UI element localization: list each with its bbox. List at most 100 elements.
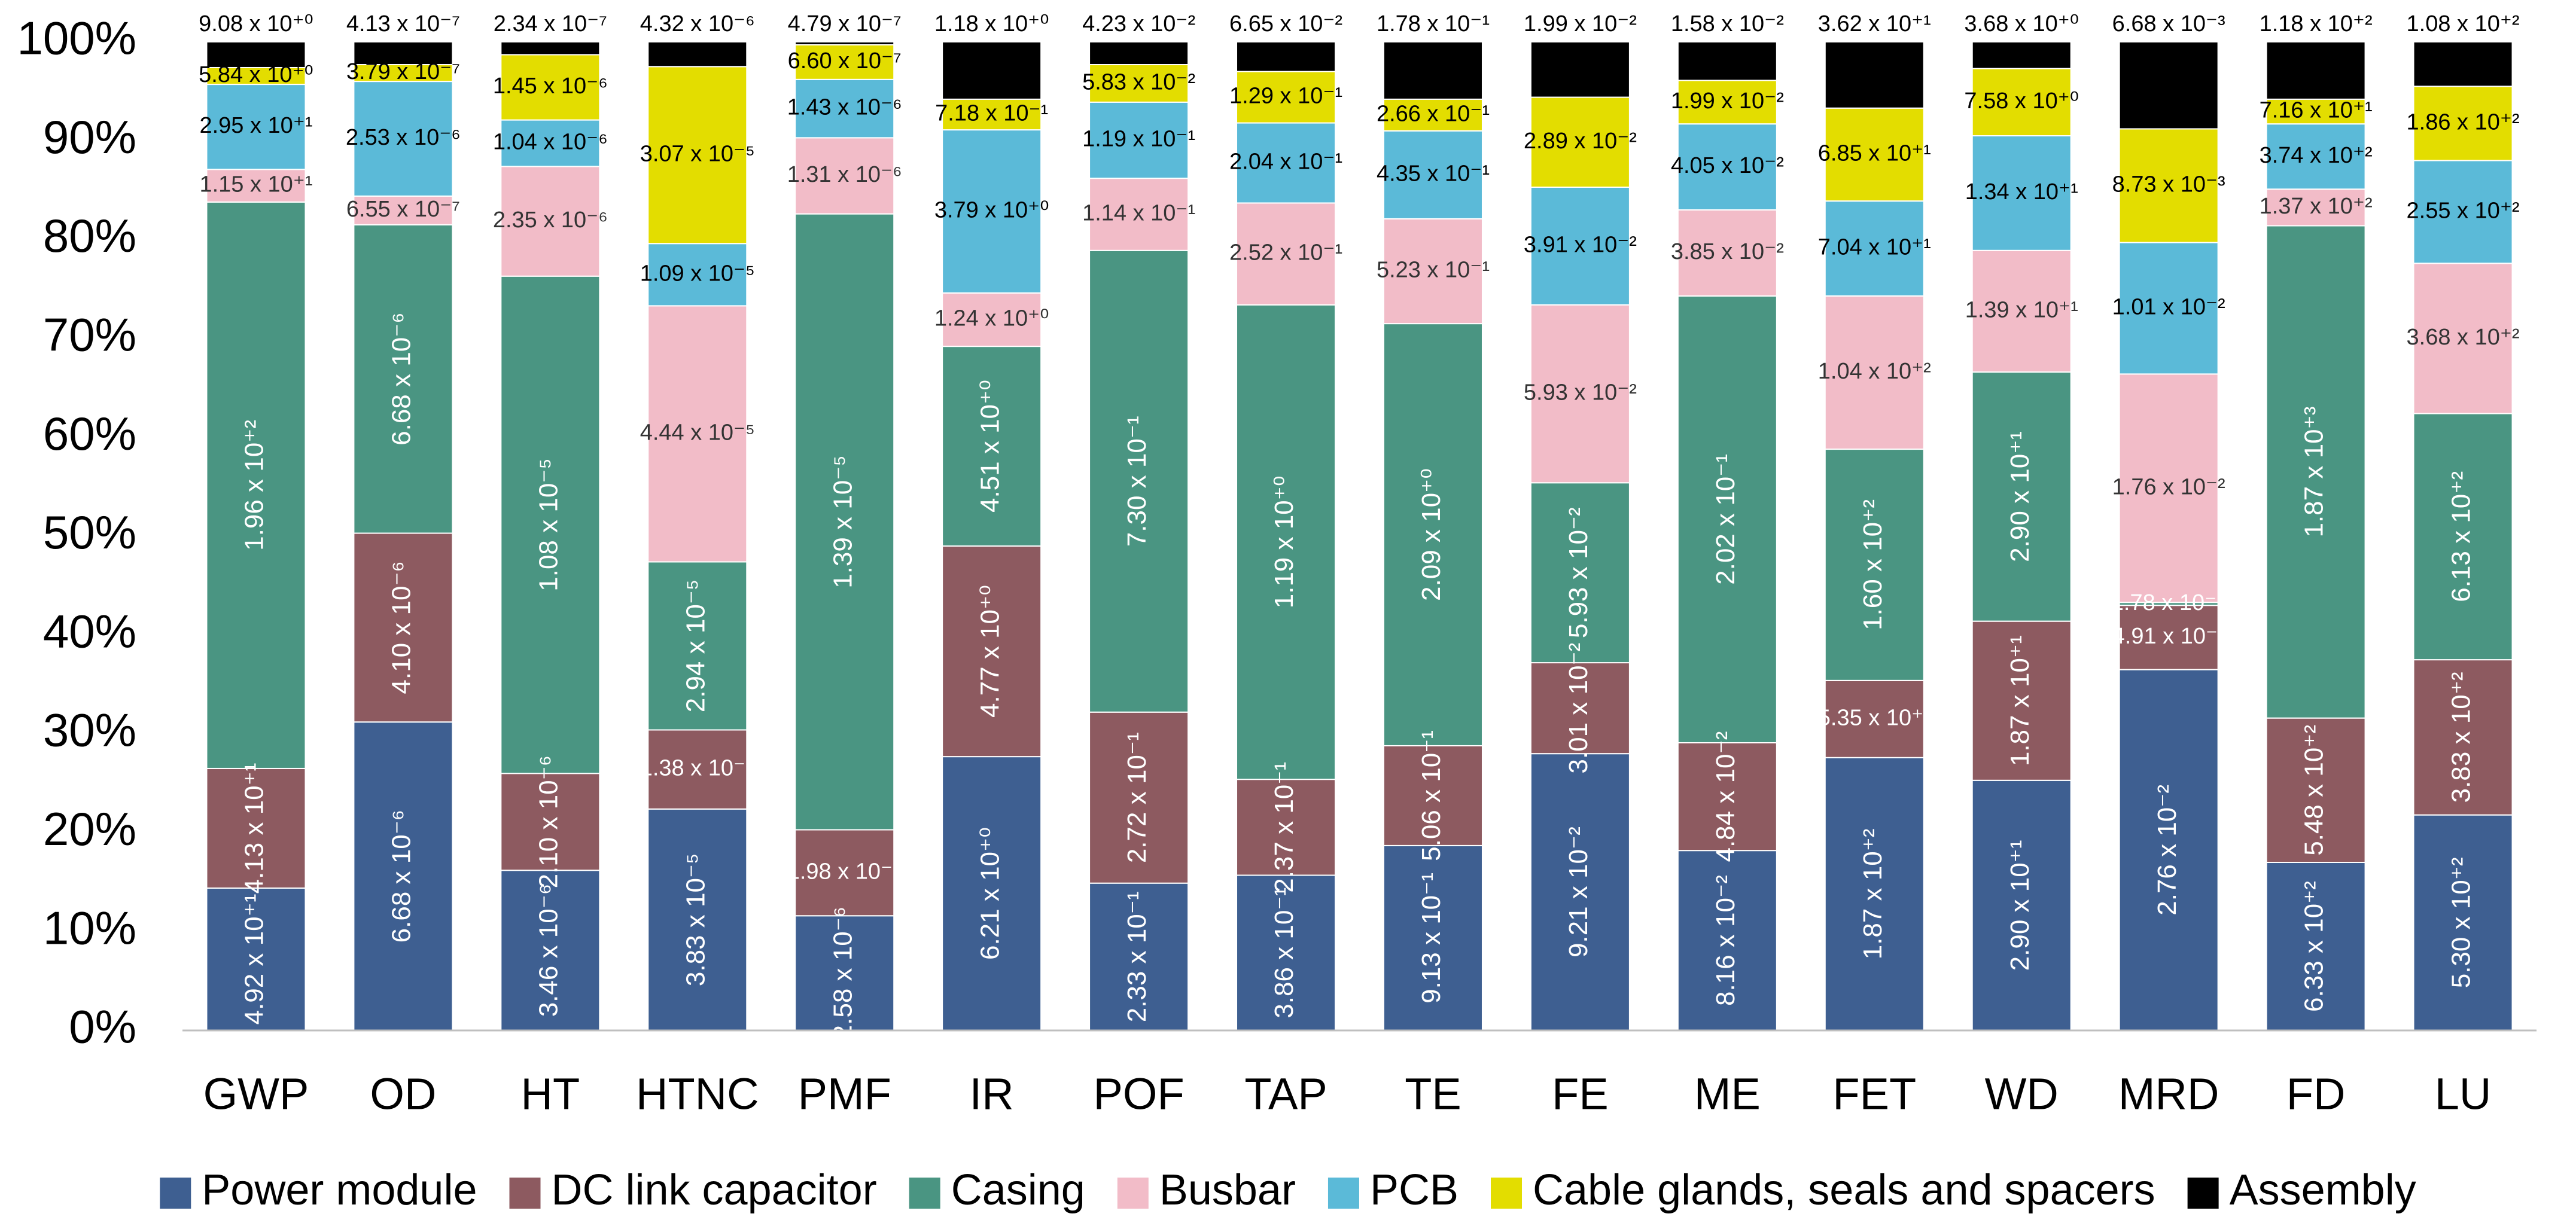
- segment-value-label: 7.18 x 10⁻¹: [935, 101, 1048, 126]
- bar-segment: [647, 808, 748, 1032]
- bar-segment: [1677, 209, 1777, 297]
- legend-swatch: [509, 1178, 541, 1209]
- segment-value-label: 2.33 x 10⁻¹: [1122, 891, 1152, 1022]
- segment-value-label: 4.91 x 10⁻³: [2112, 624, 2225, 649]
- segment-value-label: 7.58 x 10⁺⁰: [1964, 89, 2079, 114]
- bar-segment: [1089, 711, 1189, 884]
- bar-segment: [794, 41, 895, 45]
- bar-segment: [1530, 96, 1630, 188]
- segment-value-label: 3.83 x 10⁻⁵: [681, 853, 710, 987]
- segment-value-label: 6.68 x 10⁻⁶: [387, 810, 416, 943]
- segment-value-label: 4.77 x 10⁺⁰: [975, 585, 1004, 718]
- legend-label: Power module: [202, 1166, 477, 1214]
- segment-value-label: 2.04 x 10⁻¹: [1229, 150, 1342, 175]
- y-tick-label: 10%: [43, 901, 136, 954]
- legend-label: Casing: [951, 1166, 1085, 1214]
- segment-value-label: 3.62 x 10⁺¹: [1818, 11, 1931, 36]
- segment-labels-layer: 4.92 x 10⁺¹4.13 x 10⁺¹ 1.96 x 10⁺² 1.15 x …: [199, 11, 2519, 1039]
- bar-segment: [1971, 41, 2072, 69]
- segment-value-label: 5.30 x 10⁺²: [2447, 857, 2476, 988]
- bar-segment: [1824, 295, 1925, 450]
- segment-value-label: 1.19 x 10⁺⁰: [1269, 475, 1299, 608]
- segment-value-label: 5.48 x 10⁺²: [2300, 725, 2329, 856]
- x-tick-label: IR: [970, 1069, 1014, 1119]
- segment-value-label: 2.34 x 10⁻⁷: [494, 11, 607, 36]
- segment-value-label: 9.13 x 10⁻¹: [1417, 873, 1446, 1004]
- bar-segment: [500, 275, 601, 774]
- segment-value-label: 2.02 x 10⁻¹: [1711, 454, 1740, 585]
- segment-value-label: 1.18 x 10⁺⁰: [934, 11, 1049, 36]
- bars-layer: [206, 41, 2513, 1032]
- bar-segment: [1089, 249, 1189, 713]
- y-tick-label: 40%: [43, 605, 136, 657]
- segment-value-label: 1.87 x 10⁺¹: [2005, 635, 2035, 766]
- segment-value-label: 2.72 x 10⁻¹: [1122, 732, 1152, 863]
- segment-value-label: 1.99 x 10⁻²: [1524, 11, 1637, 36]
- segment-value-label: 1.08 x 10⁻⁵: [534, 458, 563, 591]
- bar-segment: [2413, 160, 2513, 264]
- segment-value-label: 1.01 x 10⁻²: [2112, 295, 2225, 320]
- bar-segment: [2413, 41, 2513, 87]
- segment-value-label: 2.53 x 10⁻⁶: [346, 125, 461, 150]
- bar-segment: [2118, 373, 2219, 603]
- legend-swatch: [160, 1178, 191, 1209]
- legend-swatch: [1327, 1178, 1359, 1209]
- bar-segment: [500, 870, 601, 1031]
- bar-segment: [206, 84, 306, 170]
- bar-segment: [2266, 98, 2366, 125]
- segment-value-label: 1.38 x 10⁻⁵: [640, 756, 755, 781]
- segment-value-label: 9.21 x 10⁻²: [1564, 827, 1593, 957]
- y-tick-label: 0%: [69, 1001, 136, 1053]
- x-tick-label: ME: [1694, 1069, 1761, 1119]
- segment-value-label: 1.29 x 10⁻¹: [1229, 84, 1342, 109]
- bar-segment: [2266, 41, 2366, 100]
- bar-segment: [794, 137, 895, 215]
- bar-segment: [353, 81, 453, 197]
- segment-value-label: 2.94 x 10⁻⁵: [681, 580, 710, 713]
- x-tick-label: FD: [2286, 1069, 2346, 1119]
- bar-segment: [647, 41, 748, 68]
- segment-value-label: 4.13 x 10⁻⁷: [346, 11, 460, 36]
- segment-value-label: 4.84 x 10⁻²: [1711, 731, 1740, 862]
- segment-value-label: 2.09 x 10⁺⁰: [1417, 468, 1446, 601]
- segment-value-label: 3.83 x 10⁺²: [2447, 672, 2476, 803]
- segment-value-label: 8.73 x 10⁻³: [2112, 172, 2225, 197]
- segment-value-label: 1.96 x 10⁺²: [240, 420, 269, 551]
- segment-value-label: 1.24 x 10⁺⁰: [934, 306, 1049, 331]
- segment-value-label: 1.18 x 10⁺²: [2260, 11, 2373, 36]
- segment-value-label: 6.68 x 10⁻⁶: [387, 312, 416, 445]
- bar-segment: [353, 224, 453, 534]
- segment-value-label: 3.07 x 10⁻⁵: [640, 141, 755, 166]
- segment-value-label: 4.05 x 10⁻²: [1671, 153, 1784, 178]
- bar-segment: [1530, 482, 1630, 664]
- bar-segment: [2118, 605, 2219, 670]
- segment-value-label: 4.35 x 10⁻¹: [1377, 161, 1490, 186]
- bar-segment: [794, 829, 895, 917]
- segment-value-label: 1.99 x 10⁻²: [1671, 89, 1784, 114]
- bar-segment: [2118, 41, 2219, 130]
- x-tick-label: FET: [1832, 1069, 1916, 1119]
- bar-segment: [353, 532, 453, 723]
- segment-value-label: 2.52 x 10⁻¹: [1229, 240, 1342, 266]
- segment-value-label: 1.87 x 10⁺²: [1858, 828, 1887, 959]
- bar-segment: [1530, 304, 1630, 484]
- y-tick-label: 50%: [43, 506, 136, 559]
- legend-item: Assembly: [2187, 1166, 2416, 1214]
- bar-segment: [794, 78, 895, 139]
- segment-value-label: 2.10 x 10⁻⁶: [534, 755, 563, 888]
- bar-segment: [2413, 263, 2513, 414]
- bar-segment: [2266, 188, 2366, 227]
- segment-value-label: 1.19 x 10⁻¹: [1082, 127, 1195, 152]
- bar-segment: [794, 915, 895, 1031]
- bar-segment: [1677, 41, 1777, 81]
- bar-segment: [1236, 779, 1336, 876]
- bar-segment: [942, 98, 1042, 131]
- segment-value-label: 1.14 x 10⁻¹: [1082, 200, 1195, 225]
- axes-layer: 0% 10% 20% 30% 40% 50% 60% 70% 80% 90% 100% GWP OD HT…: [17, 12, 2537, 1119]
- segment-value-label: 4.92 x 10⁺¹: [240, 894, 269, 1025]
- bar-segment: [206, 767, 306, 889]
- segment-value-label: 1.31 x 10⁻⁶: [787, 162, 902, 187]
- x-tick-label: HT: [521, 1069, 580, 1119]
- segment-value-label: 4.13 x 10⁺¹: [240, 763, 269, 894]
